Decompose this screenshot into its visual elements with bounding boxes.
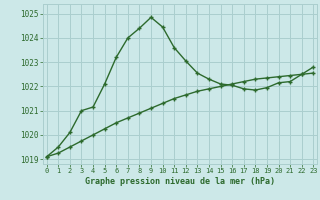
X-axis label: Graphe pression niveau de la mer (hPa): Graphe pression niveau de la mer (hPa)	[85, 177, 275, 186]
